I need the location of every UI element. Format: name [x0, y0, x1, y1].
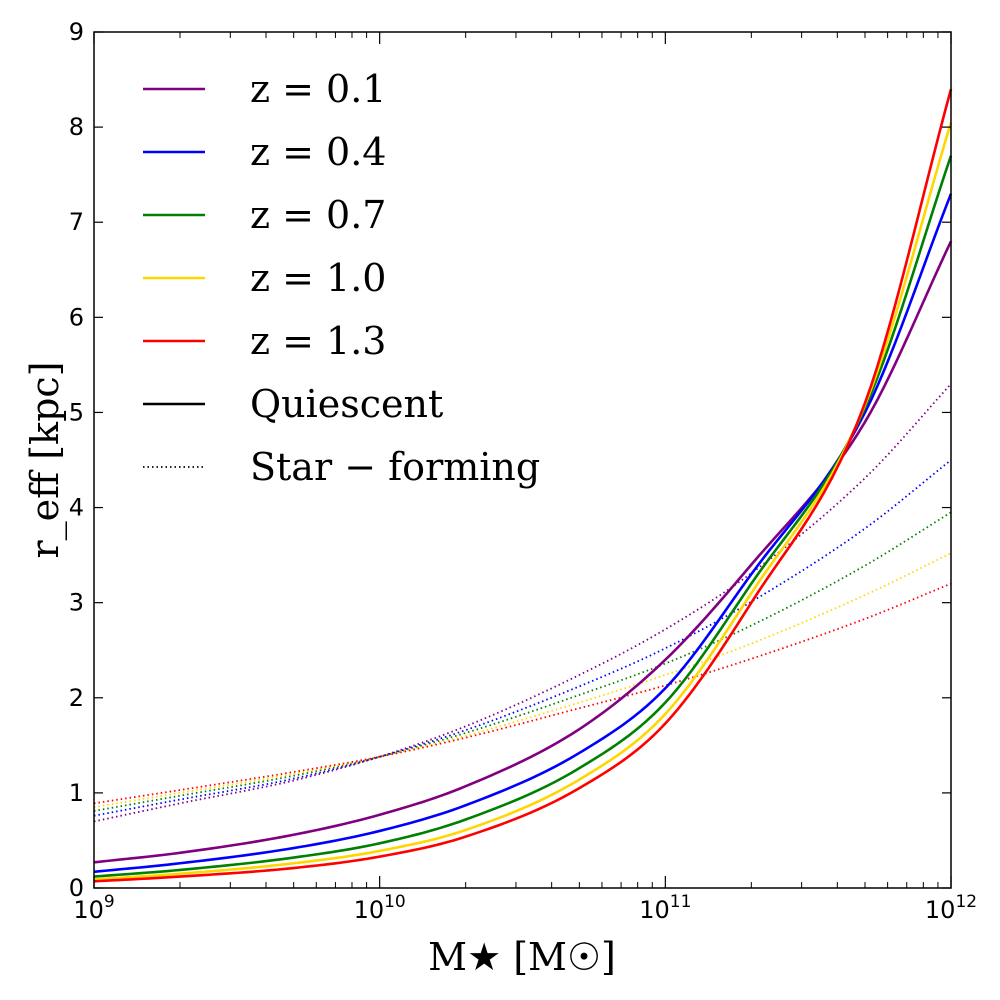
y-tick-label: 8: [69, 113, 84, 141]
y-tick-label: 4: [69, 494, 84, 522]
axis-ticks: 0 1 2 3 4 5 6 7 8 9 109 1010 1011 1012: [69, 18, 977, 924]
legend-label: Quiescent: [250, 382, 443, 426]
series-lines: [93, 88, 953, 883]
series-line-quiescent-z-0-7: [93, 155, 953, 878]
plot-frame: [93, 31, 952, 889]
series-line-star-forming-z-0-1: [93, 383, 952, 823]
series-line-star-forming-z-1-3: [93, 582, 952, 805]
series-line-quiescent-z-0-1: [93, 240, 953, 864]
series-line-star-forming-z-0-4: [93, 459, 952, 817]
series-line-quiescent-z-1-0: [93, 121, 953, 881]
legend-label: Star − forming: [250, 445, 540, 489]
y-tick-label: 5: [69, 398, 84, 426]
x-tick-label: 109: [73, 892, 114, 924]
y-tick-label: 7: [69, 208, 84, 236]
legend-label: z = 1.3: [250, 319, 386, 363]
y-tick-label: 0: [69, 874, 84, 902]
x-tick-label: 1010: [354, 892, 406, 924]
y-tick-label: 6: [69, 303, 84, 331]
y-tick-label: 3: [69, 589, 84, 617]
series-line-star-forming-z-1-0: [93, 552, 952, 809]
legend-label: z = 0.4: [250, 130, 386, 174]
series-line-star-forming-z-0-7: [93, 511, 952, 812]
y-tick-label: 9: [69, 18, 84, 46]
legend-label: z = 1.0: [250, 256, 386, 300]
legend-label: z = 0.1: [250, 67, 386, 111]
y-axis-label: r_eff [kpc]: [23, 361, 68, 558]
y-tick-label: 1: [69, 779, 84, 807]
legend: z = 0.1 z = 0.4 z = 0.7 z = 1.0 z = 1.3 Quies…: [143, 67, 540, 489]
x-axis-label: M★ [M☉]: [428, 935, 616, 979]
x-tick-label: 1011: [639, 892, 691, 924]
y-tick-label: 2: [69, 684, 84, 712]
legend-label: z = 0.7: [250, 193, 386, 237]
series-line-quiescent-z-1-3: [93, 88, 953, 883]
x-tick-label: 1012: [925, 892, 977, 924]
series-line-quiescent-z-0-4: [93, 193, 953, 874]
